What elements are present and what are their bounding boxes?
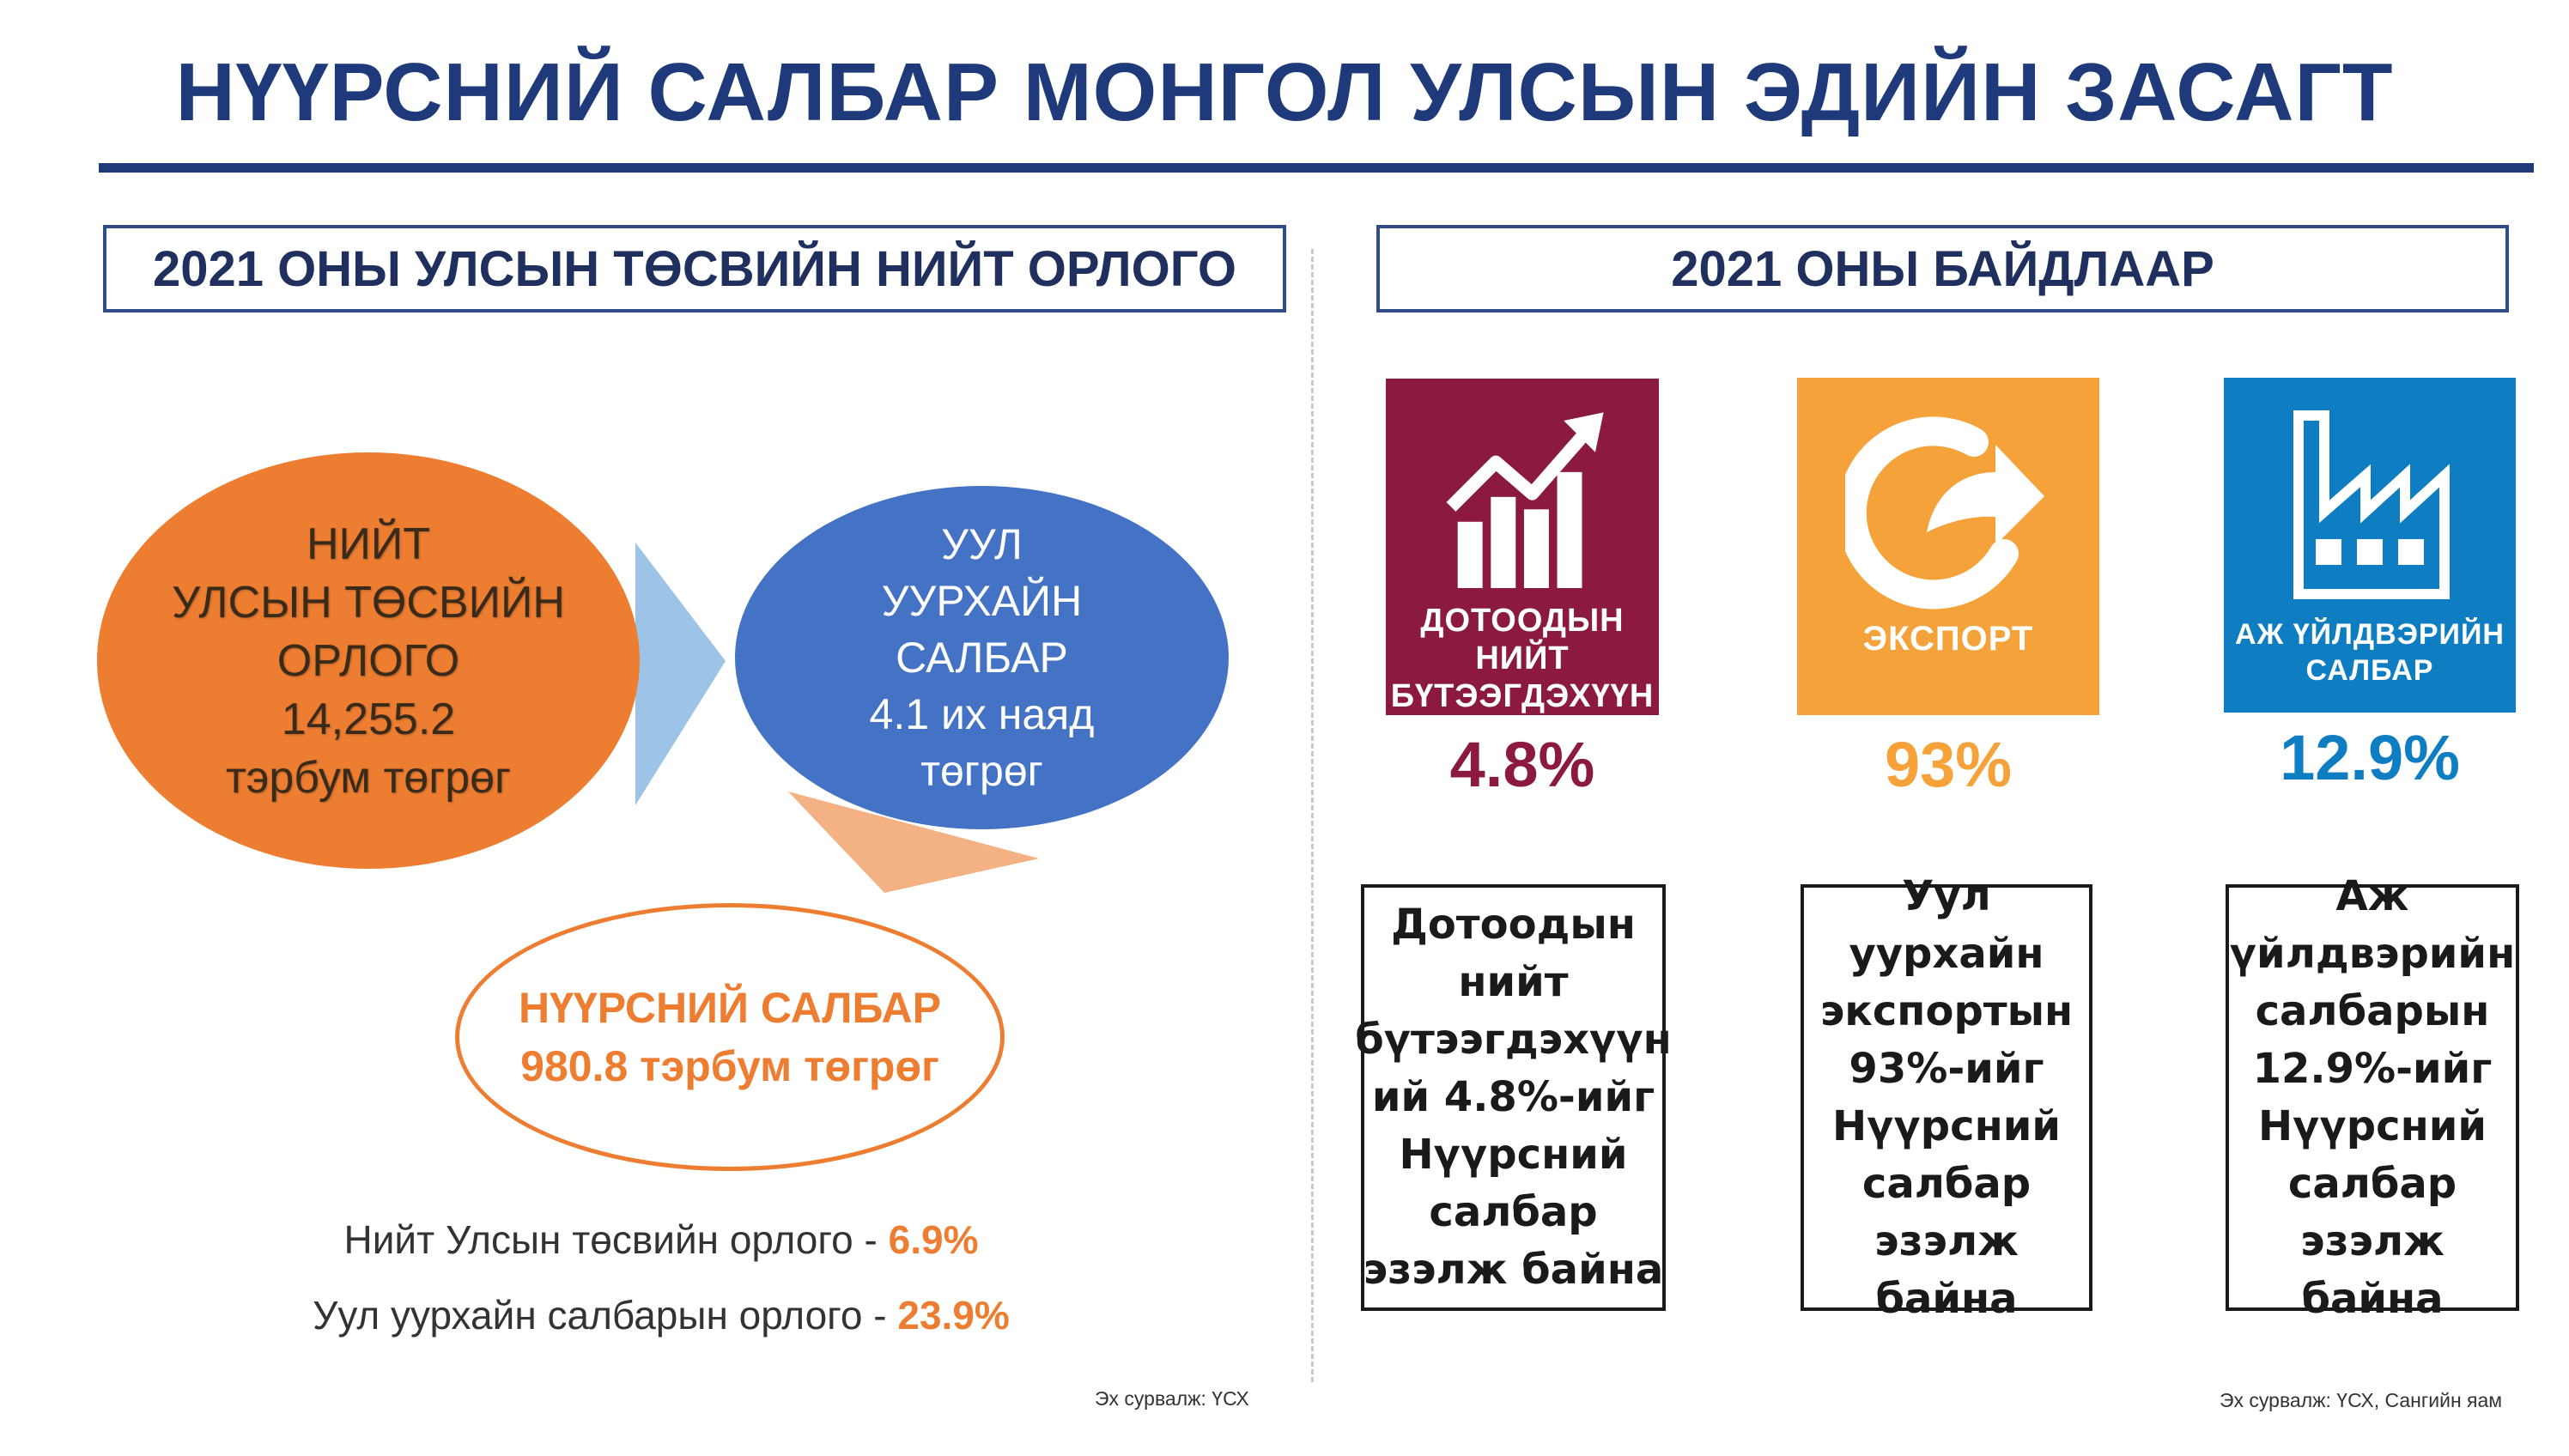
export-tile-label: ЭКСПОРТ	[1862, 620, 2034, 658]
total-revenue-ellipse: НИЙТ УЛСЫН ТӨСВИЙН ОРЛОГО 14,255.2 тэрбу…	[97, 452, 640, 869]
share-line-budget: Нийт Улсын төсвийн орлого - 6.9%	[155, 1202, 1168, 1277]
export-tile: ЭКСПОРТ	[1797, 378, 2099, 715]
mining-sector-ellipse: УУЛ УУРХАЙН САЛБАР 4.1 их наяд төгрөг	[735, 486, 1229, 829]
left-source-note: Эх сурвалж: ҮСХ	[1095, 1387, 1249, 1410]
export-description-box: Уул уурхайн экспортын 93%-ийг Нүүрсний с…	[1801, 872, 2092, 1323]
share-mining-value: 23.9%	[897, 1293, 1010, 1338]
share-line-mining: Уул уурхайн салбарын орлого - 23.9%	[155, 1277, 1168, 1353]
share-budget-label: Нийт Улсын төсвийн орлого -	[343, 1217, 889, 1262]
growth-chart-icon	[1446, 412, 1604, 588]
coal-sector-ellipse: НҮҮРСНИЙ САЛБАР 980.8 тэрбум төгрөг	[455, 903, 1005, 1171]
mining-sector-label: УУЛ УУРХАЙН САЛБАР 4.1 их наяд төгрөг	[869, 520, 1095, 795]
industry-description: Аж үйлдвэрийн салбарын 12.9%-ийг Нүүрсни…	[2229, 871, 2516, 1323]
left-section-header: 2021 ОНЫ УЛСЫН ТӨСВИЙН НИЙТ ОРЛОГО	[103, 225, 1286, 312]
share-mining-label: Уул уурхайн салбарын орлого -	[313, 1293, 898, 1338]
industry-tile-label: АЖ ҮЙЛДВЭРИЙН САЛБАР	[2234, 618, 2505, 687]
export-description: Уул уурхайн экспортын 93%-ийг Нүүрсний с…	[1819, 871, 2074, 1323]
right-source-note: Эх сурвалж: ҮСХ, Сангийн яам	[2220, 1389, 2503, 1411]
total-revenue-label: НИЙТ УЛСЫН ТӨСВИЙН ОРЛОГО 14,255.2 тэрбу…	[172, 519, 565, 803]
gdp-tile-label: ДОТООДЫН НИЙТ БҮТЭЭГДЭХҮҮН	[1390, 603, 1655, 714]
share-budget-value: 6.9%	[888, 1217, 979, 1262]
center-divider	[1311, 249, 1314, 1382]
industry-share-value: 12.9%	[2280, 722, 2460, 793]
export-share-value: 93%	[1884, 729, 2013, 800]
industry-tile: АЖ ҮЙЛДВЭРИЙН САЛБАР	[2224, 378, 2516, 713]
page-title: НҮҮРСНИЙ САЛБАР МОНГОЛ УЛСЫН ЭДИЙН ЗАСАГ…	[175, 46, 2394, 138]
gdp-description-box: Дотоодын нийт бүтээгдэхүүн ий 4.8%-ийг Н…	[1355, 884, 1672, 1311]
coal-sector-label: НҮҮРСНИЙ САЛБАР 980.8 тэрбум төгрөг	[519, 984, 941, 1090]
factory-icon	[2293, 410, 2450, 599]
gdp-description: Дотоодын нийт бүтээгдэхүүн ий 4.8%-ийг Н…	[1355, 901, 1672, 1294]
title-underline	[99, 163, 2534, 173]
gdp-tile: ДОТООДЫН НИЙТ БҮТЭЭГДЭХҮҮН	[1386, 379, 1659, 715]
share-lines: Нийт Улсын төсвийн орлого - 6.9% Уул уур…	[155, 1202, 1168, 1353]
industry-description-box: Аж үйлдвэрийн салбарын 12.9%-ийг Нүүрсни…	[2226, 872, 2519, 1323]
flow-arrow-right	[635, 543, 726, 805]
gdp-share-value: 4.8%	[1449, 729, 1595, 800]
flow-arrow-down	[788, 792, 1039, 893]
export-arrow-icon	[1845, 416, 2044, 610]
right-section-header: 2021 ОНЫ БАЙДЛААР	[1376, 225, 2509, 312]
